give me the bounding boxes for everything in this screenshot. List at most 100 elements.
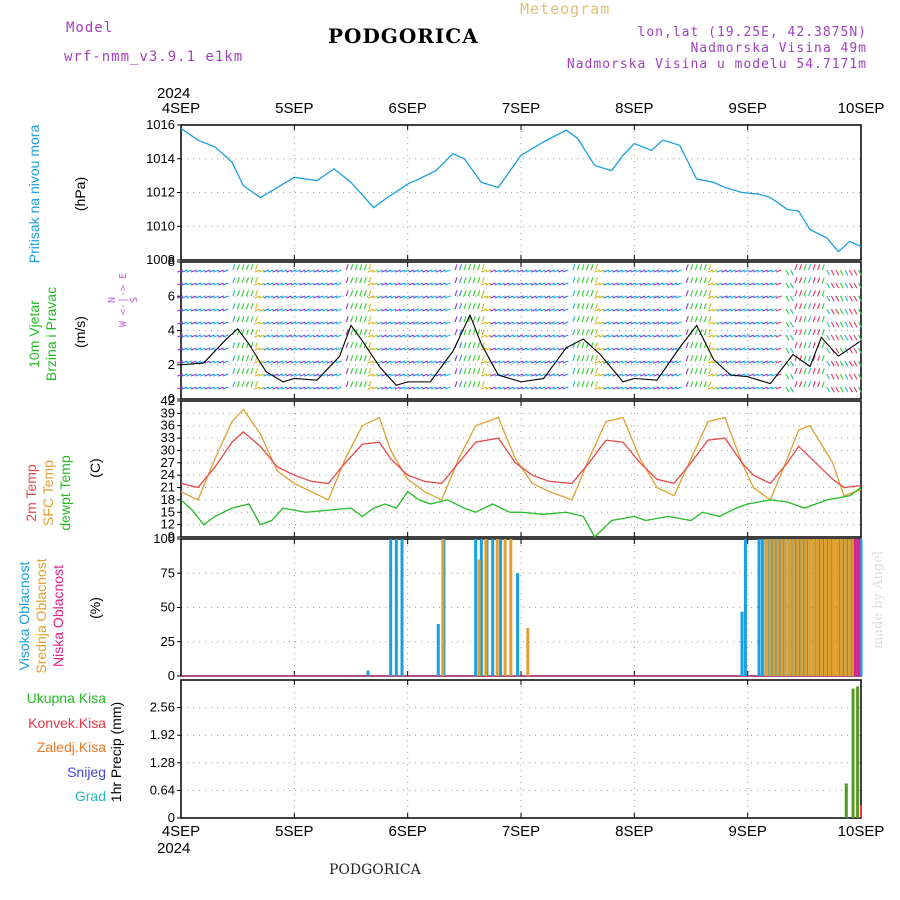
wind-barb [576,303,580,310]
wind-barb [241,355,245,362]
wind-barb [594,269,601,273]
wind-barb [368,277,372,284]
wind-barb [671,373,678,377]
wind-barb [290,347,297,351]
mid-cloud-bar [484,539,488,676]
wind-barb [308,308,315,312]
wind-barb [557,321,564,325]
wind-barb [635,295,642,299]
wind-barb [853,282,858,289]
wind-barb [317,347,324,351]
wind-barb [839,360,844,367]
wind-barb [255,381,259,388]
footer-location: PODGORICA [329,862,421,878]
wind-barb [195,269,202,273]
wind-barb [245,264,250,271]
wind-barb [621,386,628,390]
wind-barb [304,269,311,273]
wind-barb [812,277,816,284]
wind-barb [485,295,492,299]
wind-barb [712,282,719,286]
wind-barb [299,360,306,364]
wind-barb [186,360,193,364]
wind-barb [808,303,812,310]
wind-barb [625,347,632,351]
wind-barb [757,360,764,364]
wind-barb [826,386,831,393]
wind-barb [857,334,862,341]
wind-barb [335,321,342,325]
wind-barb [308,295,315,299]
wind-barb [590,264,594,271]
wind-barb [812,381,816,388]
wind-barb [517,269,524,273]
wind-barb [299,321,306,325]
wind-barb [521,386,528,390]
wind-barb [195,321,202,325]
wind-barb [241,277,245,284]
wind-barb [508,386,515,390]
wind-barb [748,321,755,325]
wind-barb [799,290,803,297]
subtitle: Meteogram [520,0,611,18]
wind-barb [399,269,406,273]
wind-barb [707,269,714,273]
wind-barb [489,282,496,286]
wind-barb [526,360,533,364]
ytick-label: 1.92 [150,727,175,742]
wind-barb [830,360,835,367]
wind-barb [730,360,737,364]
wind-barb [821,264,825,271]
wind-barb [694,342,698,349]
high-cloud-bar [394,539,398,676]
wind-barb [285,347,292,351]
wind-barb [494,308,501,312]
wind-barb [826,360,831,367]
wind-barb [250,264,254,271]
wind-barb [421,334,428,338]
wind-barb [350,277,354,284]
wind-barb [232,342,236,349]
wind-barb [739,282,746,286]
wind-barb [517,308,524,312]
wind-barb [459,381,463,388]
wind-barb [217,360,224,364]
wind-barb [489,334,496,338]
wind-barb [295,334,302,338]
wind-barb [236,264,240,271]
wind-barb [481,355,485,362]
wind-barb [222,282,229,286]
wind-barb [530,347,537,351]
wind-barb [526,373,533,377]
wind-barb [322,295,329,299]
wind-barb [699,368,703,375]
wind-barb [598,360,605,364]
wind-barb [603,347,610,351]
wind-barb [557,360,564,364]
wind-barb [826,308,831,315]
wind-barb [707,360,714,364]
wind-barb [385,295,392,299]
wind-barb [625,282,632,286]
wind-barb [322,347,329,351]
wind-barb [295,282,302,286]
wind-barb [317,334,324,338]
wind-barb [426,360,433,364]
wind-barb [730,295,737,299]
wind-barb [848,269,853,276]
wind-barb [712,321,719,325]
wind-barb [267,269,274,273]
wind-barb [517,373,524,377]
wind-barb [376,347,383,351]
wind-barb [376,295,383,299]
ytick-label: 6 [168,288,175,303]
wind-barb [267,360,274,364]
wind-barb [734,347,741,351]
wind-barb [690,264,694,271]
wind-barb [254,308,261,312]
wind-barb [232,277,236,284]
wind-barb [839,386,844,393]
wind-barb [803,264,807,271]
ytick-label: 2.56 [150,700,175,715]
wind-barb [468,277,472,284]
